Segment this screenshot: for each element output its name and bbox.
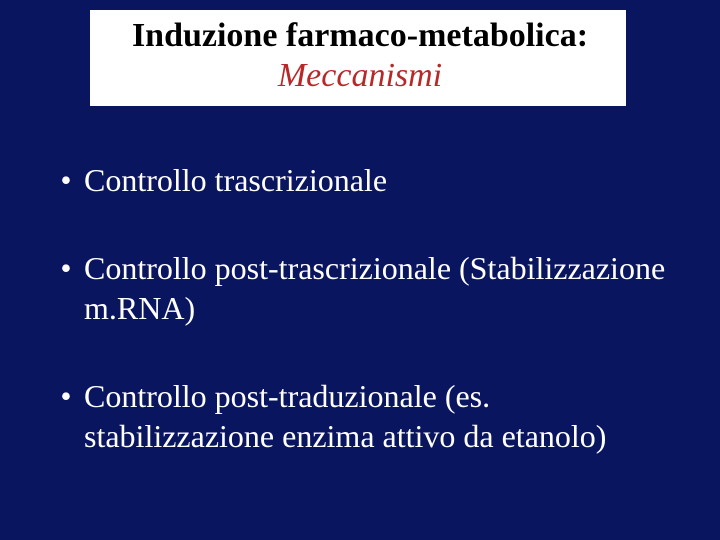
bullet-dot-icon: • [48,248,84,288]
bullet-dot-icon: • [48,376,84,416]
bullet-text: Controllo post-trascrizionale (Stabilizz… [84,248,668,328]
title-box: Induzione farmaco-metabolica: Meccanismi [0,16,720,96]
bullet-item: •Controllo post-trascrizionale (Stabiliz… [48,248,668,328]
slide: Induzione farmaco-metabolica: Meccanismi… [0,0,720,540]
bullet-text: Controllo post-traduzionale (es. stabili… [84,376,668,456]
title-line-2: Meccanismi [0,56,720,96]
bullet-dot-icon: • [48,160,84,200]
bullet-item: •Controllo trascrizionale [48,160,668,200]
bullet-item: •Controllo post-traduzionale (es. stabil… [48,376,668,456]
title-line-1: Induzione farmaco-metabolica: [0,16,720,56]
bullet-text: Controllo trascrizionale [84,160,668,200]
bullet-list: •Controllo trascrizionale•Controllo post… [48,160,668,456]
